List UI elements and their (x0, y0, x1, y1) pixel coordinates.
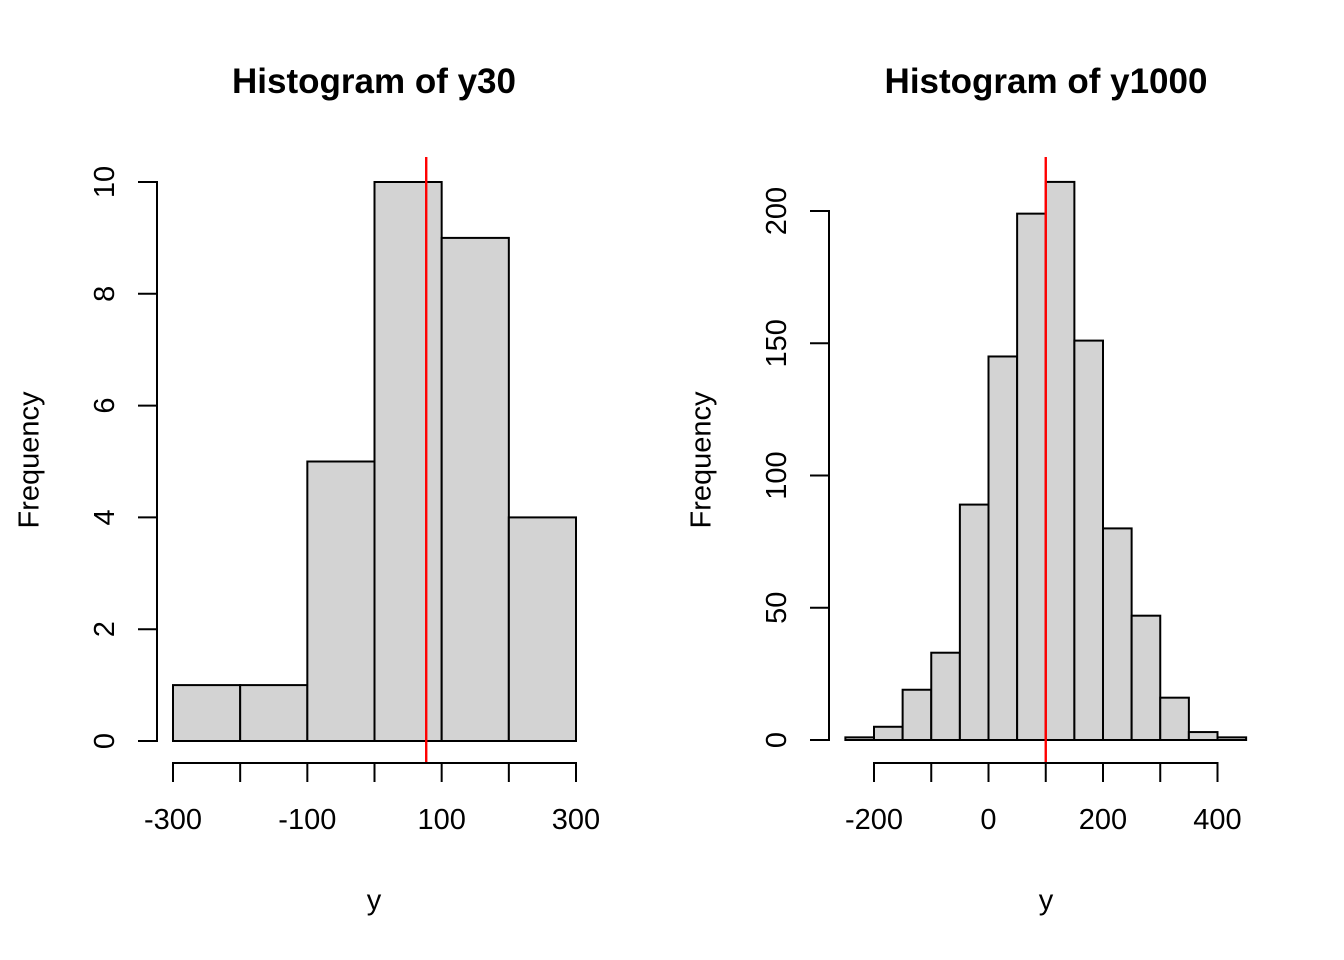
histogram-bar (507, 516, 578, 743)
x-axis-tick-label: 300 (552, 804, 600, 836)
histogram-bar (1216, 736, 1248, 741)
y-axis-tick-label: 0 (761, 732, 793, 748)
histogram-bar (873, 725, 904, 742)
histogram-bar (1044, 180, 1076, 741)
histogram-canvas-y30: 0 2 4 6 8 10 -300 -100 100 300 (89, 157, 600, 836)
histogram-bar (1159, 696, 1190, 741)
y-axis-tick-label: 50 (761, 592, 793, 624)
y-axis-tick-label: 100 (761, 451, 793, 499)
x-axis-tick-label: 100 (417, 804, 465, 836)
histogram-bar (1016, 212, 1047, 741)
histogram-bar (901, 688, 933, 741)
histogram-bar (373, 181, 443, 742)
x-axis-label-y1000: y (1038, 884, 1054, 917)
plot-title-y1000: Histogram of y1000 (884, 62, 1208, 101)
histogram-bar (844, 736, 875, 741)
histogram-canvas-y1000: 0 50 100 150 200 -200 0 200 400 (761, 157, 1248, 836)
x-axis-tick-label: -300 (144, 804, 202, 836)
histogram-bar (1073, 339, 1104, 741)
x-axis-tick-label: 200 (1079, 804, 1127, 836)
histogram-bar (930, 651, 961, 742)
histogram-bar (958, 503, 990, 741)
x-axis-tick-label: -200 (845, 804, 903, 836)
histogram-bar (172, 684, 242, 742)
histogram-bar (239, 684, 309, 742)
y-axis-tick-label: 2 (89, 621, 121, 637)
x-axis-tick-label: 0 (980, 804, 996, 836)
histogram-bar (440, 236, 510, 742)
plot-y1000: Histogram of y1000 Frequency y 0 50 100 150… (672, 0, 1344, 960)
plot-title-y30: Histogram of y30 (232, 62, 516, 101)
y-axis-tick-label: 8 (89, 286, 121, 302)
histogram-bar (1130, 614, 1162, 741)
y-axis-tick-label: 0 (89, 733, 121, 749)
histogram-bar (1187, 731, 1219, 742)
y-axis-tick-label: 6 (89, 398, 121, 414)
x-axis-tick-label: -100 (278, 804, 336, 836)
histogram-bar (1102, 527, 1133, 742)
y-axis-tick-label: 4 (89, 509, 121, 525)
plot-y30: Histogram of y30 Frequency y 0 2 4 6 8 10 -300… (14, 62, 601, 917)
x-axis-label-y30: y (366, 884, 382, 917)
y-axis-tick-label: 150 (761, 319, 793, 367)
y-axis-tick-label: 10 (89, 166, 121, 198)
y-axis-tick-label: 200 (761, 187, 793, 235)
histogram-bar (306, 460, 376, 742)
x-axis-tick-label: 400 (1193, 804, 1241, 836)
histogram-bar (987, 355, 1019, 741)
